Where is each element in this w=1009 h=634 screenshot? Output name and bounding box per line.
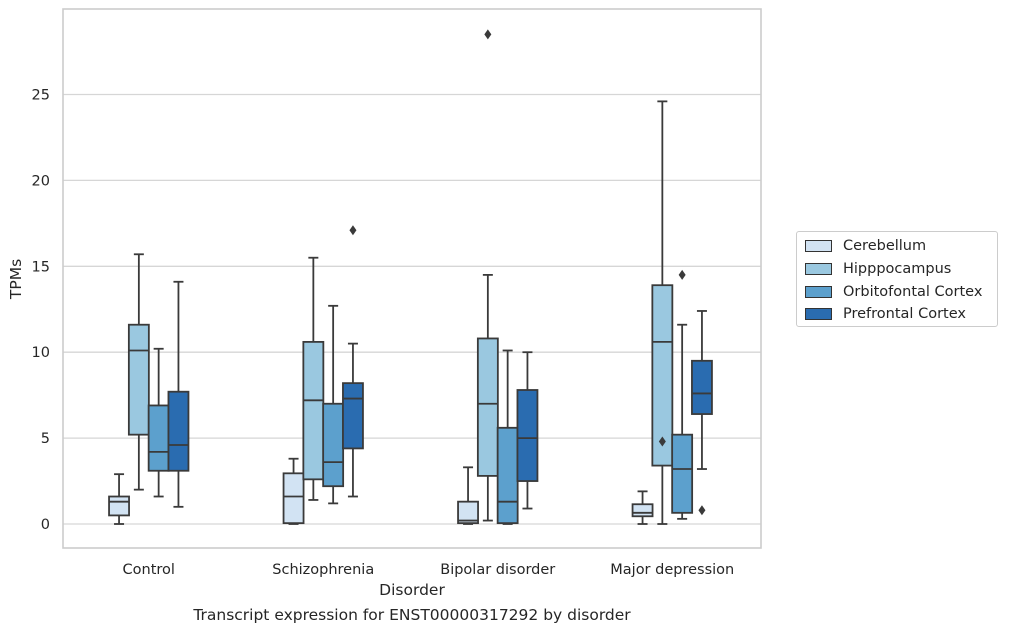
box-1-3 (342, 225, 364, 498)
x-tick-label: Bipolar disorder (440, 562, 555, 578)
y-tick-label: 0 (41, 517, 50, 533)
box-2-2 (496, 349, 519, 525)
box-iqr (147, 404, 170, 472)
box-0-2 (147, 347, 170, 498)
legend: Cerebellum Hipppocampus Orbitofontal Cor… (796, 231, 998, 327)
x-tick-label: Major depression (610, 562, 734, 578)
box-3-2 (671, 269, 694, 520)
outlier-point (678, 269, 686, 280)
legend-swatch (805, 263, 832, 275)
box-iqr (167, 390, 190, 472)
box-3-1 (651, 100, 674, 525)
legend-swatch (805, 286, 832, 298)
box-iqr (631, 503, 654, 518)
legend-item-prefrontal: Prefrontal Cortex (805, 304, 966, 324)
y-tick-label: 25 (32, 88, 50, 104)
box-2-3 (516, 351, 539, 510)
box-0-0 (108, 473, 130, 525)
box-iqr (322, 402, 345, 488)
x-axis-label: Disorder (379, 581, 445, 599)
box-iqr (302, 340, 325, 481)
y-tick-label: 10 (32, 345, 50, 361)
y-axis-label: TPMs (7, 259, 25, 300)
box-iqr (496, 426, 519, 525)
x-tick-labels: Control Schizophrenia Bipolar disorder Majo… (123, 562, 735, 578)
box-iqr (282, 472, 305, 525)
legend-label: Orbitofontal Cortex (843, 284, 983, 300)
box-iqr (342, 382, 364, 450)
y-tick-label: 15 (32, 259, 50, 275)
box-iqr (671, 433, 694, 514)
box-iqr (476, 337, 499, 477)
box-1-2 (322, 304, 345, 505)
box-iqr (127, 323, 150, 436)
box-iqr (108, 495, 130, 517)
x-tick-label: Control (123, 562, 175, 578)
legend-item-hippocampus: Hipppocampus (805, 259, 951, 279)
legend-swatch (805, 308, 832, 320)
box-0-1 (127, 253, 150, 491)
legend-label: Hipppocampus (843, 261, 952, 277)
y-tick-label: 5 (41, 431, 50, 447)
box-2-0 (457, 466, 479, 525)
outlier-point (484, 29, 492, 40)
box-iqr (457, 500, 479, 525)
box-3-0 (631, 490, 654, 525)
outlier-point (698, 505, 706, 516)
chart-caption: Transcript expression for ENST0000031729… (193, 606, 631, 624)
box-3-3 (691, 310, 713, 516)
legend-item-cerebellum: Cerebellum (805, 236, 926, 256)
box-layer (108, 29, 713, 525)
box-iqr (516, 389, 539, 482)
legend-swatch (805, 240, 832, 252)
legend-item-orbitofrontal: Orbitofontal Cortex (805, 282, 982, 302)
y-tick-labels: 0 5 10 15 20 25 (32, 88, 50, 534)
outlier-point (658, 436, 666, 447)
legend-label: Prefrontal Cortex (843, 306, 966, 322)
outlier-point (349, 225, 357, 236)
x-tick-label: Schizophrenia (272, 562, 374, 578)
box-iqr (651, 284, 674, 467)
plot-frame (62, 8, 762, 549)
box-1-0 (282, 457, 305, 525)
box-0-3 (167, 280, 190, 508)
box-2-1 (476, 29, 499, 522)
legend-label: Cerebellum (843, 238, 927, 254)
box-iqr (691, 359, 713, 415)
box-1-1 (302, 256, 325, 501)
y-tick-label: 20 (32, 173, 50, 189)
